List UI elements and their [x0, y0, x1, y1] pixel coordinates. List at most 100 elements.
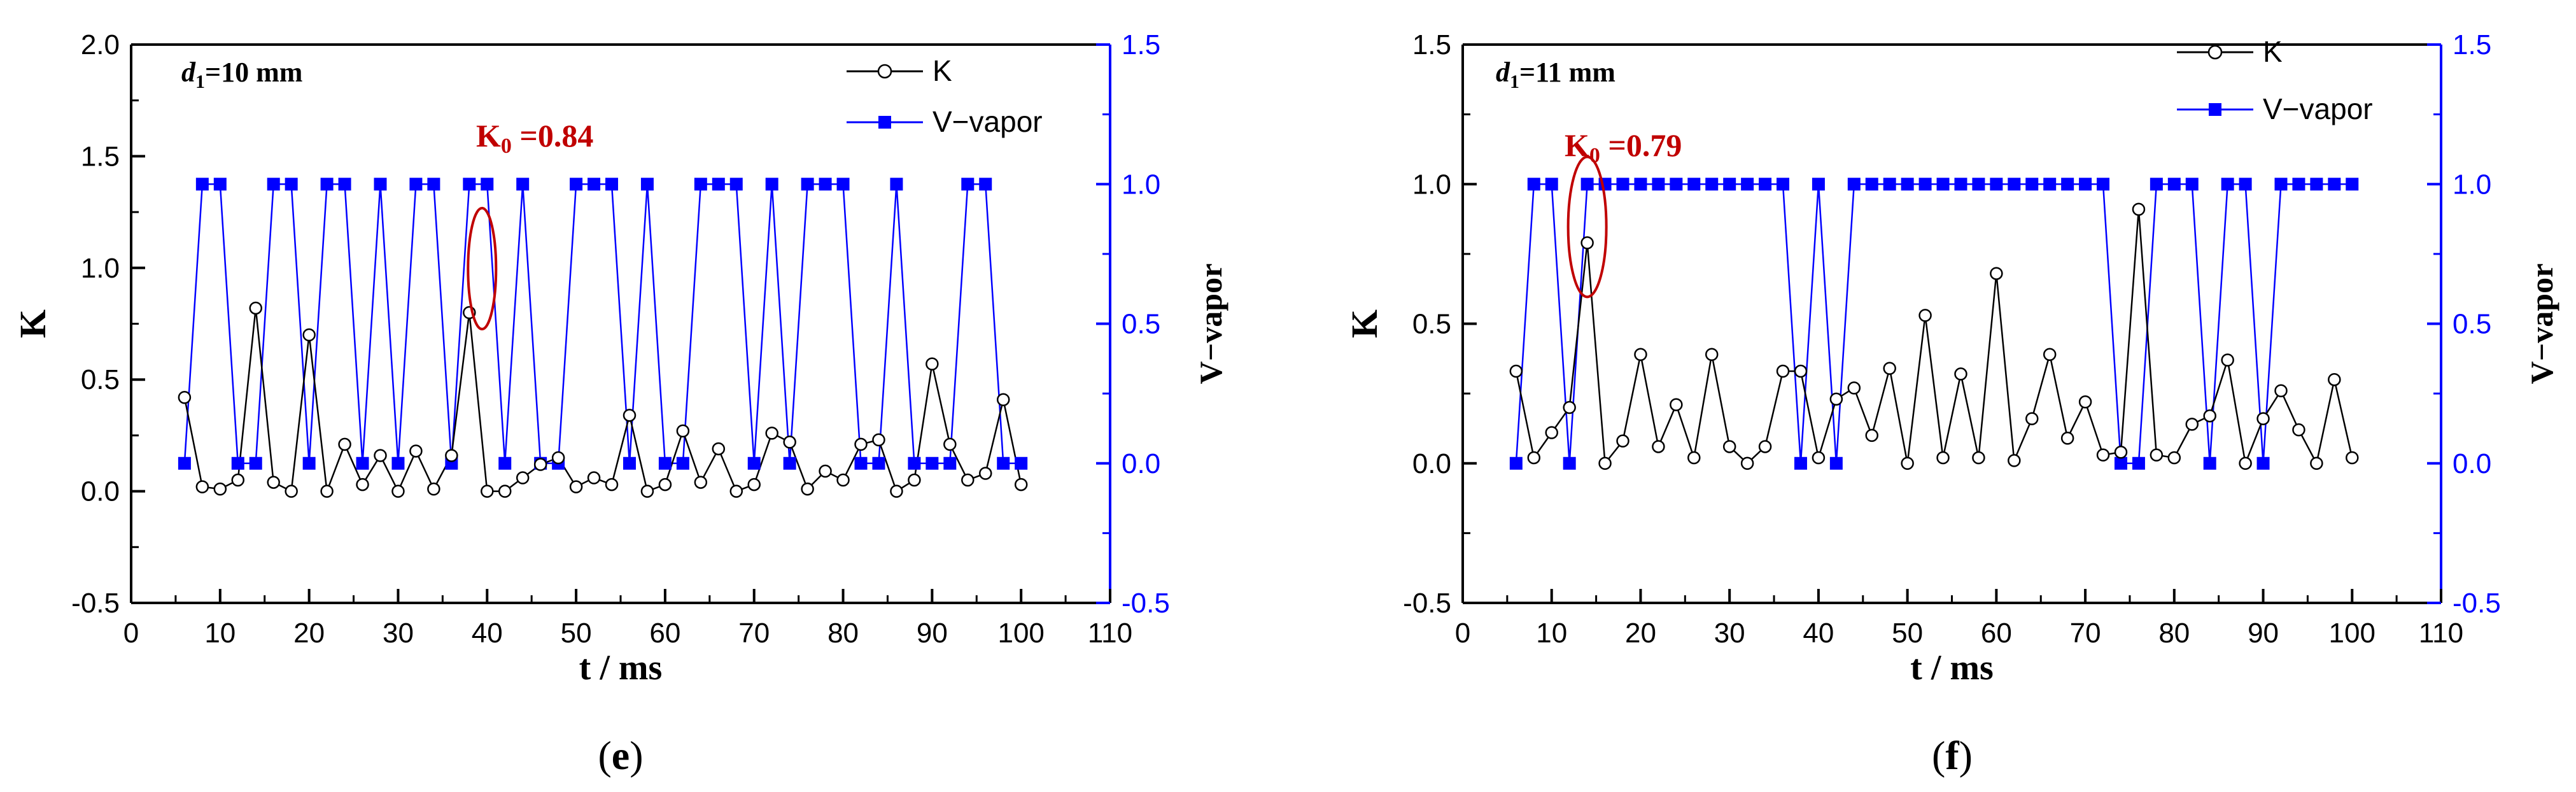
subtitle-rest: =11 mm	[1519, 57, 1615, 88]
k-point	[1901, 456, 1914, 470]
y2-tick-label: 1.0	[1122, 169, 1160, 200]
k-point	[2328, 372, 2341, 386]
v-vapor-point	[1777, 178, 1790, 191]
x-tick-label: 90	[2248, 618, 2279, 649]
y2-tick-label: 1.5	[1122, 29, 1160, 60]
k-point	[1829, 392, 1843, 406]
v-vapor-point	[658, 456, 672, 470]
series-line-k	[1515, 209, 2353, 467]
x-tick-label: 20	[1625, 618, 1656, 649]
panel-label-letter: f	[1945, 733, 1959, 778]
v-vapor-point	[1652, 178, 1665, 191]
k-point	[1652, 440, 1665, 453]
v-vapor-point	[979, 178, 992, 191]
k-point	[1527, 451, 1541, 465]
x-tick-label: 50	[1892, 618, 1923, 649]
k-point	[213, 482, 227, 496]
v-vapor-point	[801, 178, 814, 191]
y-tick-label: 0.0	[1412, 448, 1451, 479]
y-tick-label: 1.5	[81, 141, 120, 172]
v-vapor-point	[178, 456, 191, 470]
k-point	[729, 484, 743, 498]
v-vapor-point	[890, 178, 903, 191]
k-point	[498, 484, 512, 498]
v-vapor-point	[285, 178, 298, 191]
k-point	[445, 449, 458, 462]
k-point	[2274, 384, 2288, 397]
k-point	[1616, 434, 1629, 448]
k-point	[178, 391, 192, 404]
k-point	[551, 451, 565, 465]
y2-tick-label: 0.0	[2453, 448, 2491, 479]
v-vapor-point	[409, 178, 423, 191]
subtitle-label: d1=10 mm	[181, 57, 302, 92]
x-tick-label: 80	[827, 618, 859, 649]
subtitle-sub: 1	[195, 71, 205, 92]
k-point	[338, 437, 351, 451]
v-vapor-point	[1794, 456, 1807, 470]
v-vapor-point	[943, 456, 957, 470]
annotation-sub: 0	[501, 134, 512, 158]
k-point	[2096, 448, 2110, 462]
k-point	[1954, 367, 1967, 381]
legend-k-marker	[2207, 45, 2223, 60]
k-point	[2346, 451, 2359, 465]
v-vapor-point	[1883, 178, 1896, 191]
annotation-rest: =0.79	[1600, 127, 1682, 163]
k-point	[2078, 395, 2092, 409]
v-vapor-point	[1580, 178, 1594, 191]
x-tick-label: 10	[1536, 618, 1567, 649]
v-vapor-point	[570, 178, 583, 191]
x-tick-label: 40	[472, 618, 503, 649]
x-tick-label: 50	[561, 618, 592, 649]
k-point	[747, 477, 761, 491]
annotation-ellipse	[1566, 155, 1608, 299]
v-vapor-point	[1936, 178, 1950, 191]
chart-panel-e: 0 10 20 30 40 50 60 70 80 90 100 110-0.50.00.51.01.…	[12, 29, 1228, 778]
v-vapor-point	[961, 178, 975, 191]
v-vapor-point	[249, 456, 262, 470]
v-vapor-point	[2185, 178, 2199, 191]
k-point	[1563, 400, 1576, 414]
x-tick-label: 30	[383, 618, 414, 649]
v-vapor-point	[1563, 456, 1576, 470]
panel-label-close: )	[630, 733, 643, 778]
k-point	[2025, 412, 2039, 425]
k-point	[1776, 364, 1790, 378]
k-point	[2256, 412, 2270, 425]
v-vapor-point	[2114, 456, 2127, 470]
v-vapor-point	[391, 456, 405, 470]
v-vapor-point	[320, 178, 334, 191]
v-vapor-point	[1918, 178, 1932, 191]
k-point	[1598, 456, 1612, 470]
v-vapor-point	[1847, 178, 1861, 191]
y-tick-label: -0.5	[71, 588, 120, 619]
k-point	[569, 480, 583, 493]
v-vapor-point	[926, 456, 939, 470]
v-vapor-point	[427, 178, 440, 191]
k-point	[2008, 454, 2021, 467]
x-tick-label: 30	[1714, 618, 1745, 649]
v-vapor-point	[2274, 178, 2288, 191]
k-point	[872, 433, 885, 447]
k-point	[1545, 426, 1558, 439]
v-vapor-point	[1509, 456, 1523, 470]
v-vapor-point	[213, 178, 227, 191]
k-point	[302, 328, 316, 342]
v-vapor-point	[2310, 178, 2323, 191]
k-point	[819, 464, 832, 478]
v-vapor-point	[2008, 178, 2021, 191]
panel-label: (f)	[1932, 733, 1973, 778]
k-point	[926, 357, 939, 371]
v-vapor-point	[231, 456, 244, 470]
v-vapor-point	[1901, 178, 1914, 191]
v-vapor-point	[2203, 456, 2216, 470]
k-point	[1758, 440, 1772, 453]
v-vapor-point	[783, 456, 796, 470]
v-vapor-point	[729, 178, 743, 191]
k-point	[854, 437, 868, 451]
subtitle-sub: 1	[1510, 71, 1519, 92]
v-vapor-point	[1705, 178, 1719, 191]
v-vapor-point	[765, 178, 778, 191]
